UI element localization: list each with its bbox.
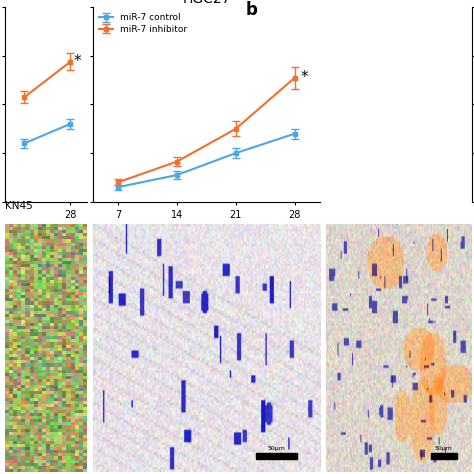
Bar	[256, 453, 297, 459]
Text: *: *	[301, 70, 308, 85]
Text: 50μm: 50μm	[435, 446, 453, 451]
Text: *: *	[73, 55, 81, 69]
Text: b: b	[246, 1, 258, 19]
Text: KN45: KN45	[5, 201, 33, 211]
X-axis label: Days: Days	[191, 226, 221, 236]
Text: 50μm: 50μm	[268, 446, 286, 451]
Legend: miR-7 control, miR-7 inhibitor: miR-7 control, miR-7 inhibitor	[97, 12, 189, 36]
Title: HGC27: HGC27	[182, 0, 230, 6]
Bar	[431, 453, 457, 459]
